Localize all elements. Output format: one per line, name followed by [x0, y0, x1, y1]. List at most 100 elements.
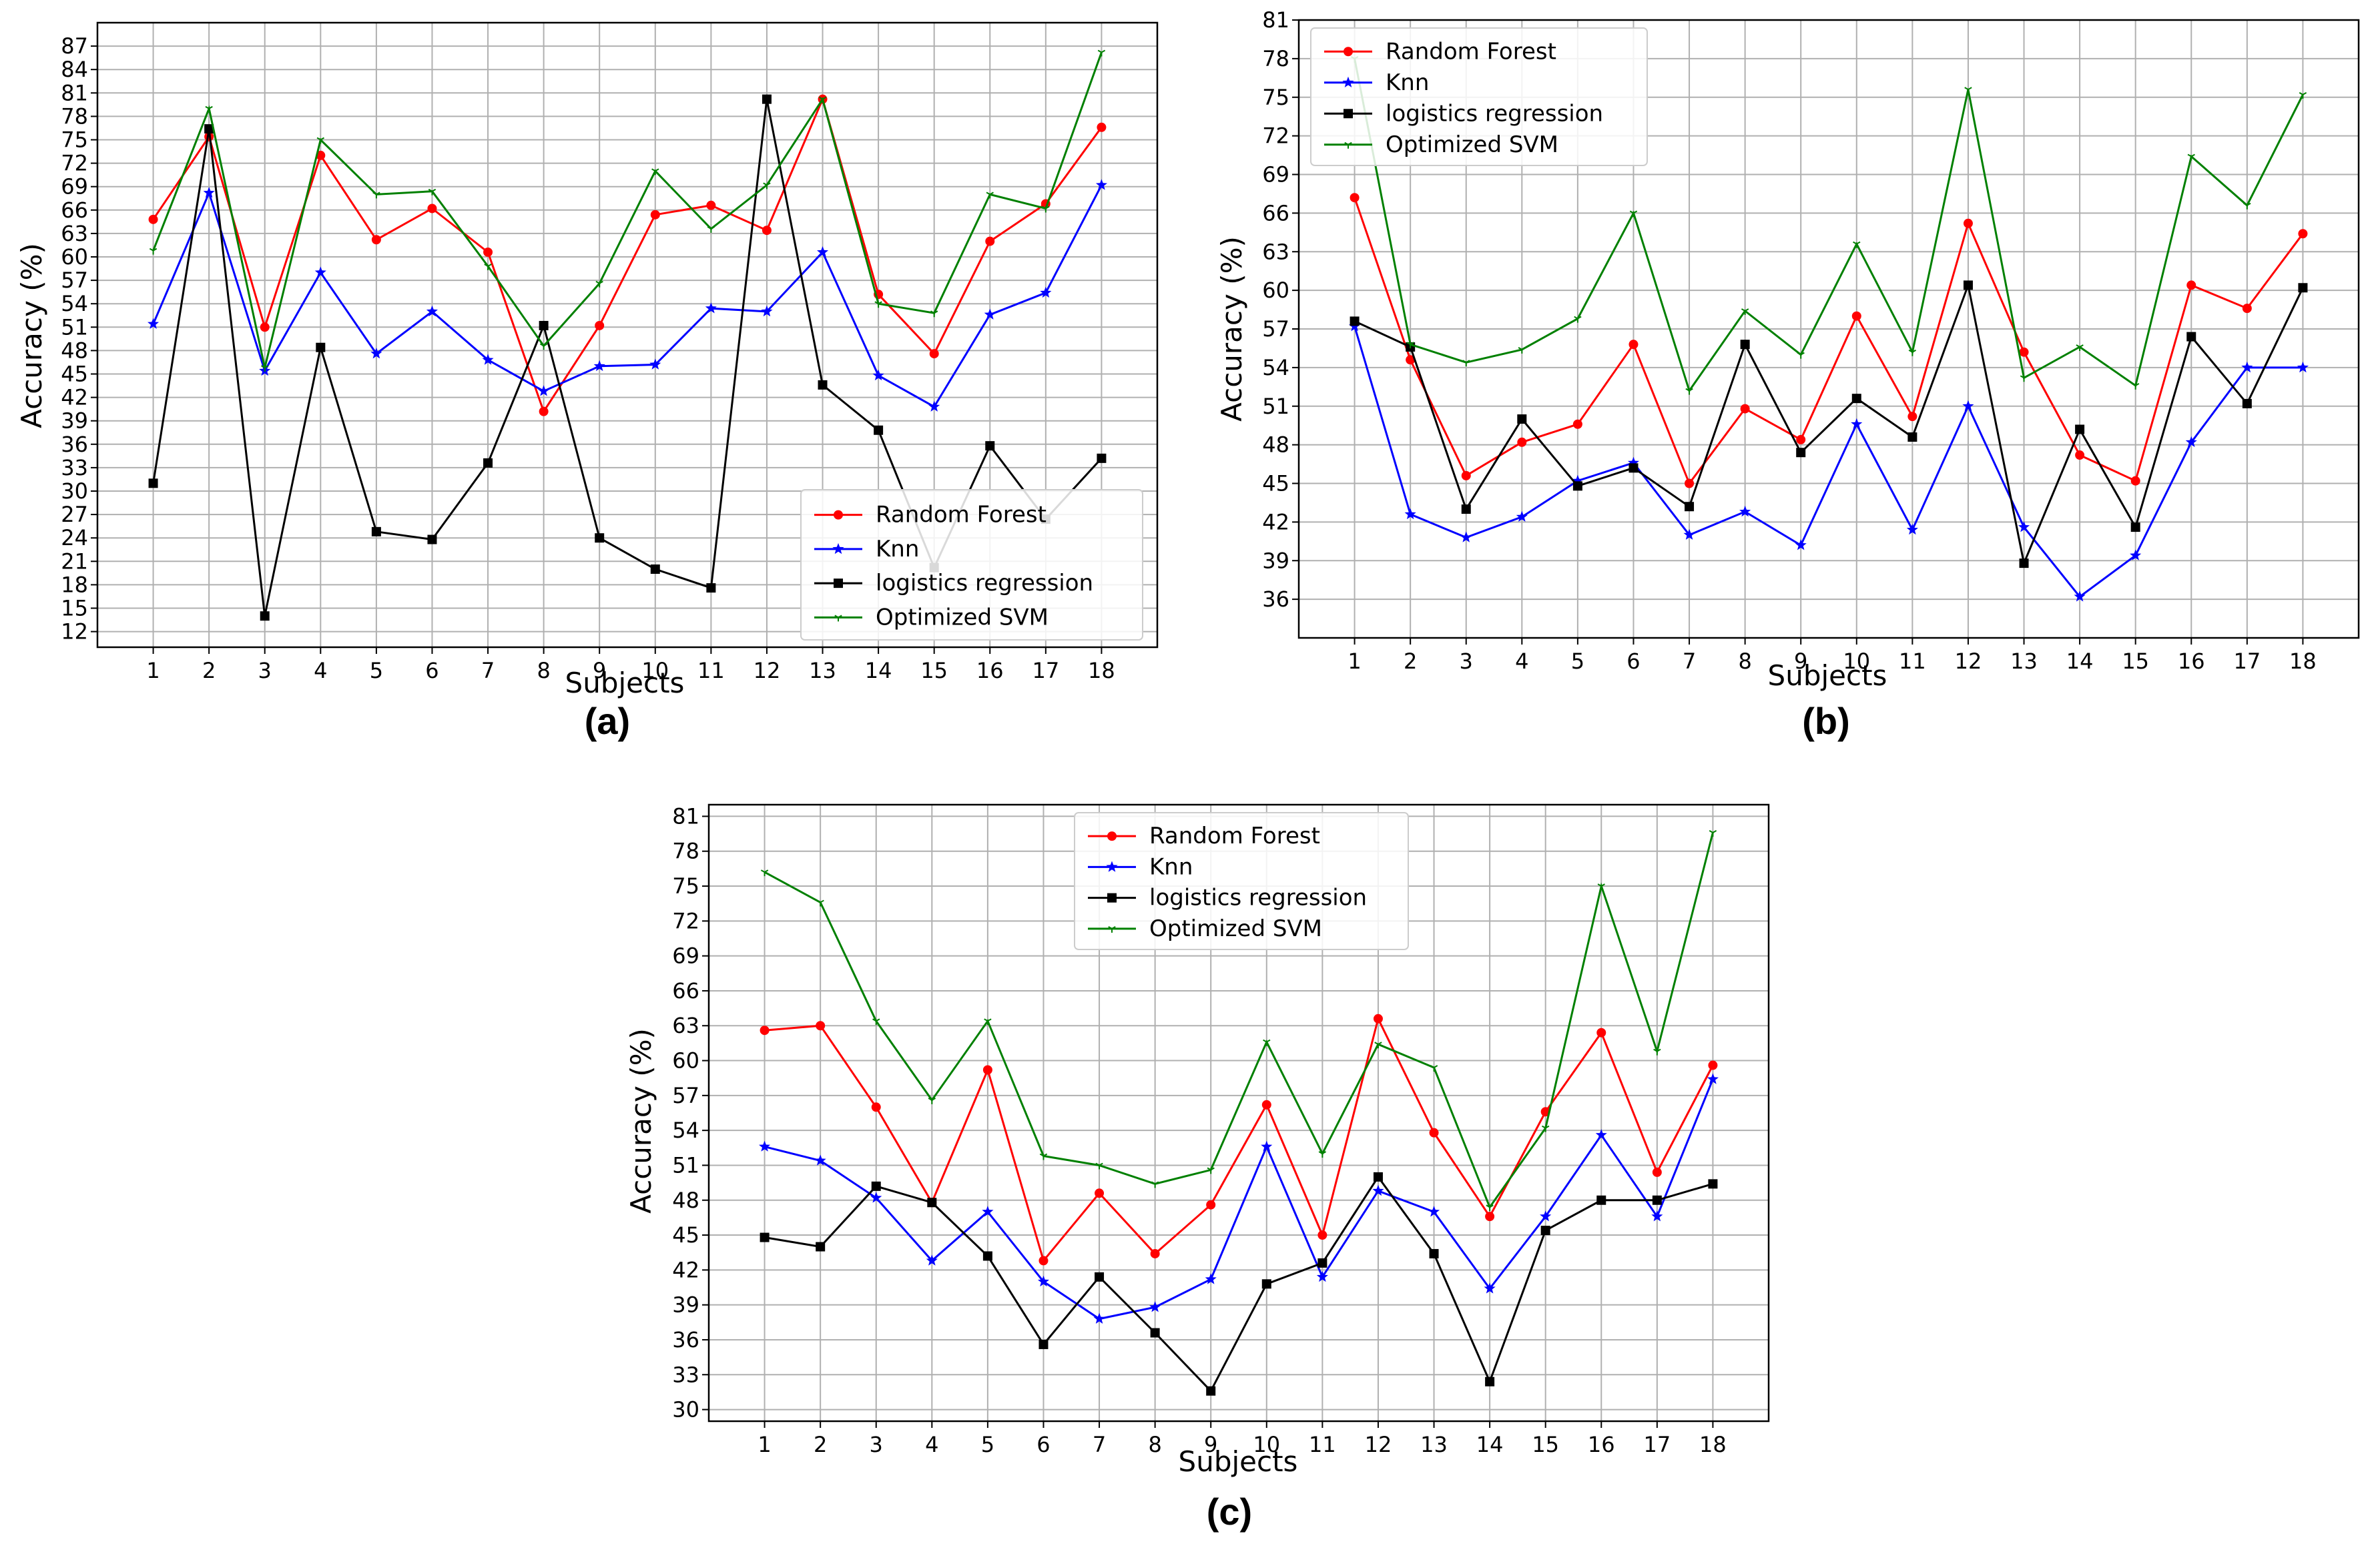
y-tick-label: 45	[61, 362, 88, 387]
data-point	[1652, 1195, 1662, 1205]
data-point	[927, 1198, 937, 1208]
y-tick-label: 81	[61, 80, 88, 105]
data-point	[2130, 476, 2140, 486]
x-tick-label: 14	[865, 658, 892, 683]
data-point	[929, 349, 939, 359]
data-point	[2298, 283, 2308, 293]
series-line	[1354, 58, 2304, 393]
y-tick-label: 75	[672, 873, 699, 899]
y-tick-label: 78	[61, 103, 88, 129]
y-tick-label: 51	[61, 314, 88, 340]
x-tick-label: 5	[1571, 649, 1584, 674]
y-tick-label: 60	[672, 1048, 699, 1074]
y-tick-label: 30	[672, 1397, 699, 1423]
y-tick-label: 81	[1262, 7, 1289, 33]
data-point	[372, 191, 380, 199]
data-point	[1707, 1073, 1719, 1084]
data-point	[1709, 829, 1717, 837]
x-tick-label: 15	[2122, 649, 2149, 674]
y-tick-label: 72	[61, 151, 88, 176]
data-point	[982, 1065, 992, 1075]
y-tick-label: 78	[1262, 46, 1289, 71]
data-point	[761, 305, 773, 317]
x-tick-label: 16	[976, 658, 1004, 683]
data-point	[260, 322, 270, 332]
x-tick-label: 8	[537, 658, 550, 683]
series-line	[764, 832, 1714, 1210]
y-tick-label: 51	[1262, 394, 1289, 419]
y-tick-label: 12	[61, 619, 88, 645]
data-point	[986, 191, 994, 199]
data-point	[871, 1102, 881, 1112]
data-point	[1097, 122, 1107, 132]
y-tick-label: 81	[672, 803, 699, 829]
data-point	[928, 400, 940, 412]
data-point	[760, 869, 769, 877]
series-line	[764, 1016, 1714, 1263]
data-point	[205, 105, 213, 113]
data-point	[870, 1192, 882, 1203]
data-point	[763, 182, 771, 189]
y-tick-label: 39	[61, 408, 88, 434]
data-point	[706, 583, 716, 593]
data-point	[1462, 360, 1470, 367]
y-tick-label: 48	[672, 1188, 699, 1213]
data-point	[427, 204, 437, 214]
data-point	[818, 380, 828, 390]
y-axis-title: Accuracy (%)	[625, 1028, 657, 1214]
series-logistics-regression	[1350, 280, 2308, 568]
series-logistics-regression	[760, 1172, 1718, 1396]
data-point	[1797, 352, 1805, 359]
data-point	[1150, 1328, 1160, 1338]
legend-label: Knn	[1386, 69, 1429, 96]
x-tick-label: 15	[920, 658, 948, 683]
data-point	[538, 385, 550, 396]
series-random-forest	[1350, 193, 2308, 488]
y-tick-label: 57	[1262, 316, 1289, 342]
data-point	[1851, 311, 1861, 321]
data-point	[147, 318, 160, 329]
data-point	[817, 246, 829, 258]
x-tick-label: 4	[1515, 649, 1528, 674]
data-point	[707, 226, 715, 233]
data-point	[649, 358, 661, 370]
x-tick-label: 14	[1476, 1432, 1504, 1457]
y-tick-label: 27	[61, 502, 88, 527]
x-tick-label: 17	[1032, 658, 1059, 683]
data-point	[371, 235, 381, 245]
data-point	[595, 280, 603, 288]
data-point	[1651, 1210, 1663, 1222]
y-tick-label: 57	[672, 1083, 699, 1108]
data-point	[370, 348, 382, 359]
data-point	[1653, 1048, 1661, 1056]
data-point	[1406, 342, 1414, 349]
series-random-forest	[148, 94, 1107, 416]
series-optimized-svm	[1350, 56, 2307, 395]
data-point	[1908, 349, 1917, 356]
x-tick-label: 3	[258, 658, 272, 683]
y-tick-label: 63	[61, 221, 88, 246]
x-tick-label: 10	[1253, 1432, 1280, 1457]
y-tick-label: 66	[61, 198, 88, 223]
x-tick-label: 12	[754, 658, 781, 683]
data-point	[650, 564, 660, 574]
data-point	[593, 360, 605, 372]
data-point	[1042, 206, 1050, 213]
data-point	[1574, 316, 1582, 323]
y-tick-label: 33	[672, 1362, 699, 1387]
data-point	[1517, 437, 1527, 447]
data-point	[2185, 436, 2197, 447]
data-point	[149, 248, 158, 255]
y-tick-label: 51	[672, 1152, 699, 1178]
data-point	[871, 1181, 881, 1191]
data-point	[1317, 1258, 1327, 1268]
data-point	[834, 578, 843, 589]
data-point	[1205, 1273, 1217, 1284]
legend-label: Knn	[876, 536, 919, 562]
data-point	[1350, 316, 1360, 326]
legend: Random Forest Knn logistics regression Opti…	[1074, 812, 1409, 950]
x-tick-label: 6	[425, 658, 438, 683]
x-tick-label: 1	[1348, 649, 1361, 674]
x-tick-label: 13	[2010, 649, 2038, 674]
